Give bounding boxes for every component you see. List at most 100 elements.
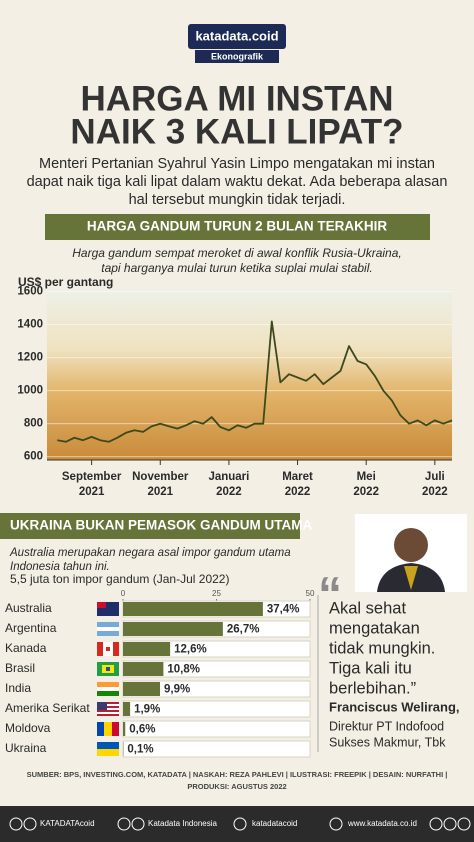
quote-mark: “	[318, 569, 342, 622]
title: HARGA MI INSTAN	[80, 79, 393, 118]
flag	[97, 749, 119, 756]
icon	[429, 817, 443, 831]
chart-subtitle: Harga gandum sempat meroket di awal konf…	[72, 246, 401, 260]
icon	[117, 817, 131, 831]
category-label: India	[5, 681, 31, 695]
y-tick-label: 1400	[17, 319, 43, 331]
banner	[0, 513, 300, 539]
y-tick-label: 1200	[17, 352, 43, 364]
flag	[97, 682, 119, 687]
x-tick-label: September 2021	[62, 471, 122, 498]
value-label: 12,6%	[174, 644, 207, 656]
line-chart: 600 800 1000 1200 1400 1600 September 2021 Novem…	[17, 286, 453, 498]
quote-role: Sukses Makmur, Tbk	[329, 735, 446, 749]
quote-text: Tiga kali itu	[329, 659, 412, 677]
social[interactable]: www.katadata.co.id	[347, 819, 417, 828]
intro: Menteri Pertanian Syahrul Yasin Limpo me…	[39, 156, 435, 172]
icon	[131, 817, 145, 831]
x-tick-label: 0	[121, 589, 126, 598]
caption-main: 5,5 juta ton impor gandum	[10, 572, 149, 586]
category-label: Moldova	[5, 721, 51, 735]
caption-period: (Jan-Jul 2022)	[153, 572, 230, 586]
x-tick-label: 50	[306, 589, 315, 598]
x-tick-label: Januari 2022	[208, 471, 249, 498]
x-tick-label: Mei 2022	[353, 471, 379, 498]
footer-bar	[0, 806, 474, 842]
quote-text: tidak mungkin.	[329, 639, 435, 657]
flag	[113, 642, 119, 656]
value-label: 26,7%	[227, 624, 260, 636]
flag	[97, 702, 107, 710]
category-label: Amerika Serikat	[5, 701, 90, 715]
y-axis-label: US$ per gantang	[18, 275, 113, 289]
bar	[123, 722, 126, 736]
price-line	[57, 320, 453, 443]
flag	[106, 667, 110, 671]
credits: PRODUKSI: AGUSTUS 2022	[187, 782, 286, 791]
logo-box	[188, 24, 286, 49]
flag	[97, 642, 103, 656]
chart-subtitle: Australia merupakan negara asal impor ga…	[9, 547, 291, 559]
intro: dapat naik tiga kali lipat dalam waktu d…	[27, 174, 448, 190]
bar	[123, 642, 171, 656]
bar	[123, 702, 131, 716]
x-tick-label: November 2021	[132, 471, 189, 498]
value-label: 37,4%	[267, 604, 300, 616]
flag	[97, 714, 119, 716]
flag	[97, 602, 106, 608]
icon	[233, 817, 247, 831]
bar	[123, 682, 161, 696]
flag	[97, 722, 104, 736]
flag	[97, 702, 119, 704]
flag	[97, 687, 119, 691]
credits: SUMBER: BPS, INVESTING.COM, KATADATA | N…	[27, 770, 448, 779]
icon	[23, 817, 37, 831]
icon	[443, 817, 457, 831]
value-label: 0,6%	[129, 724, 155, 736]
category-label: Australia	[5, 601, 52, 615]
flag	[97, 710, 119, 712]
y-tick-label: 1600	[17, 286, 43, 298]
flag	[112, 722, 119, 736]
icon	[457, 817, 471, 831]
quote-text: mengatakan	[329, 619, 420, 637]
section-box	[195, 50, 279, 63]
bar	[123, 622, 223, 636]
x-tick-label: 25	[212, 589, 221, 598]
icon	[329, 817, 343, 831]
value-label: 1,9%	[134, 704, 160, 716]
value-label: 0,1%	[127, 744, 153, 756]
y-tick-label: 1000	[17, 385, 43, 397]
section: Ekonografik	[211, 51, 264, 61]
category-label: Ukraina	[5, 741, 47, 755]
y-tick-label: 600	[24, 451, 43, 463]
flag	[104, 722, 112, 736]
category-label: Argentina	[5, 621, 57, 635]
quote-text: Akal sehat	[329, 599, 406, 617]
category-label: Brasil	[5, 661, 35, 675]
social[interactable]: Katadata Indonesia	[148, 819, 217, 828]
flag	[97, 691, 119, 696]
social[interactable]: KATADATAcoid	[40, 819, 95, 828]
x-tick-label: Juli 2022	[422, 471, 448, 498]
brand: katadata.coid	[195, 28, 278, 43]
social[interactable]: katadatacoid	[252, 819, 297, 828]
intro: hal tersebut mungkin tidak terjadi.	[129, 192, 346, 208]
icon	[9, 817, 23, 831]
chart-title: UKRAINA BUKAN PEMASOK GANDUM UTAMA	[10, 518, 312, 533]
plot-background	[47, 290, 452, 460]
quote-text: berlebihan.”	[329, 679, 416, 697]
photo-head	[394, 528, 428, 562]
caption: 5,5 juta ton impor gandum (Jan-Jul 2022)	[10, 572, 229, 586]
banner	[45, 214, 430, 240]
title: NAIK 3 KALI LIPAT?	[70, 112, 403, 151]
chart-subtitle: tapi harganya mulai turun ketika suplai …	[101, 261, 372, 275]
value-label: 9,9%	[164, 684, 190, 696]
quote-role: Direktur PT Indofood	[329, 719, 444, 733]
x-tick-label: Maret 2022	[282, 471, 313, 498]
flag	[97, 627, 119, 631]
chart-title: HARGA GANDUM TURUN 2 BULAN TERAKHIR	[87, 219, 387, 234]
chart-subtitle: Indonesia tahun ini.	[10, 561, 110, 573]
bar	[123, 662, 164, 676]
